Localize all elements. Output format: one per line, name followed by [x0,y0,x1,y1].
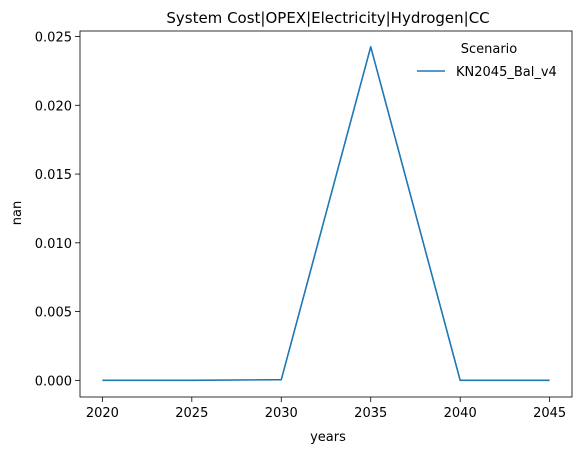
series-line-kn2045-bal-v4 [102,46,550,382]
legend-title: Scenario [461,42,518,57]
x-tick-label: 2025 [175,406,208,421]
x-tick-label: 2035 [354,406,387,421]
chart-title: System Cost|OPEX|Electricity|Hydrogen|CC [166,9,489,27]
y-axis-label: nan [10,201,25,225]
y-tick-label: 0.015 [35,168,72,183]
y-tick-label: 0.010 [35,237,72,252]
y-tick-label: 0.005 [35,306,72,321]
y-tick-label: 0.020 [35,99,72,114]
y-tick-label: 0.000 [35,374,72,389]
axes-frame [79,30,573,398]
plot-area: 2020 2025 2030 2035 2040 2045 0.000 0.005 0.010 0… [35,30,573,421]
x-tick-label: 2020 [86,406,119,421]
x-tick-label: 2045 [533,406,566,421]
x-tick-label: 2040 [444,406,477,421]
y-tick-label: 0.025 [35,31,72,46]
legend-label-kn2045-bal-v4: KN2045_Bal_v4 [456,65,557,80]
x-axis-label: years [310,430,346,445]
legend: Scenario KN2045_Bal_v4 [417,42,557,80]
x-tick-label: 2030 [265,406,298,421]
